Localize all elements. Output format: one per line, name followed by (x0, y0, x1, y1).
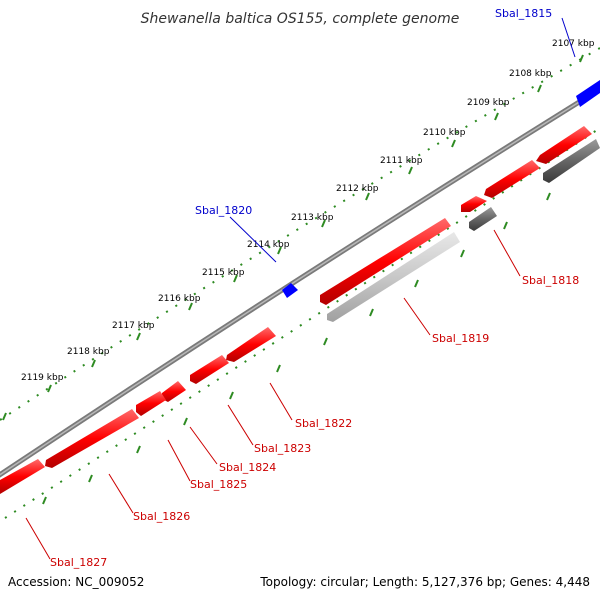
tick-label-2114: 2114 kbp (247, 240, 290, 250)
tick-label-2116: 2116 kbp (158, 294, 201, 304)
label-sbal-1825: Sbal_1825 (190, 478, 247, 491)
tick-label-2111: 2111 kbp (380, 156, 423, 166)
tick-label-2110: 2110 kbp (423, 128, 466, 138)
feature-dark-1 (543, 139, 600, 183)
tick-label-2117: 2117 kbp (112, 321, 155, 331)
inner-gene-labels: Sbal_1818 Sbal_1819 Sbal_1822 Sbal_1823 … (50, 274, 579, 569)
gene-sbal-1827 (0, 459, 45, 494)
gene-sbal-1815 (576, 80, 600, 107)
genome-backbone (0, 86, 600, 478)
label-sbal-1820: Sbal_1820 (195, 204, 252, 217)
tick-labels: 2107 kbp 2108 kbp 2109 kbp 2110 kbp 2111… (21, 39, 595, 383)
topology-text: Topology: circular; Length: 5,127,376 bp… (259, 575, 590, 589)
gene-sbal-1825 (136, 391, 166, 416)
accession-text: Accession: NC_009052 (8, 575, 144, 589)
label-sbal-1815: Sbal_1815 (495, 7, 552, 20)
gene-sbal-1816 (536, 126, 592, 164)
forward-strand-genes (282, 80, 600, 298)
label-leaders (25, 17, 576, 560)
label-sbal-1822: Sbal_1822 (295, 417, 352, 430)
gene-sbal-1818 (461, 196, 487, 212)
tick-label-2118: 2118 kbp (67, 347, 110, 357)
feature-light-1 (327, 232, 460, 322)
reverse-strand-genes (0, 126, 592, 494)
gene-sbal-1817 (484, 160, 540, 198)
tick-label-2119: 2119 kbp (21, 373, 64, 383)
tick-label-2107: 2107 kbp (552, 39, 595, 49)
map-title: Shewanella baltica OS155, complete genom… (141, 11, 460, 27)
label-sbal-1827: Sbal_1827 (50, 556, 107, 569)
tick-label-2115: 2115 kbp (202, 268, 245, 278)
label-sbal-1826: Sbal_1826 (133, 510, 190, 523)
outer-gene-labels: Sbal_1815 Sbal_1820 (195, 7, 552, 217)
outer-major-ticks (2, 54, 584, 421)
gene-sbal-1819 (320, 218, 451, 305)
gene-sbal-1822 (226, 327, 276, 362)
tick-label-2109: 2109 kbp (467, 98, 510, 108)
label-sbal-1819: Sbal_1819 (432, 332, 489, 345)
tick-label-2112: 2112 kbp (336, 184, 379, 194)
label-sbal-1823: Sbal_1823 (254, 442, 311, 455)
tick-label-2113: 2113 kbp (291, 213, 334, 223)
gene-sbal-1823 (190, 355, 229, 384)
tick-label-2108: 2108 kbp (509, 69, 552, 79)
gene-sbal-1820 (282, 283, 298, 298)
gene-sbal-1826 (45, 409, 139, 468)
label-sbal-1824: Sbal_1824 (219, 461, 276, 474)
other-features (327, 139, 600, 322)
outer-tick-ring (0, 47, 600, 421)
inner-tick-ring (4, 127, 600, 519)
label-sbal-1818: Sbal_1818 (522, 274, 579, 287)
feature-dark-2 (469, 207, 497, 231)
inner-major-ticks (42, 192, 551, 505)
gene-sbal-1824 (162, 381, 186, 402)
